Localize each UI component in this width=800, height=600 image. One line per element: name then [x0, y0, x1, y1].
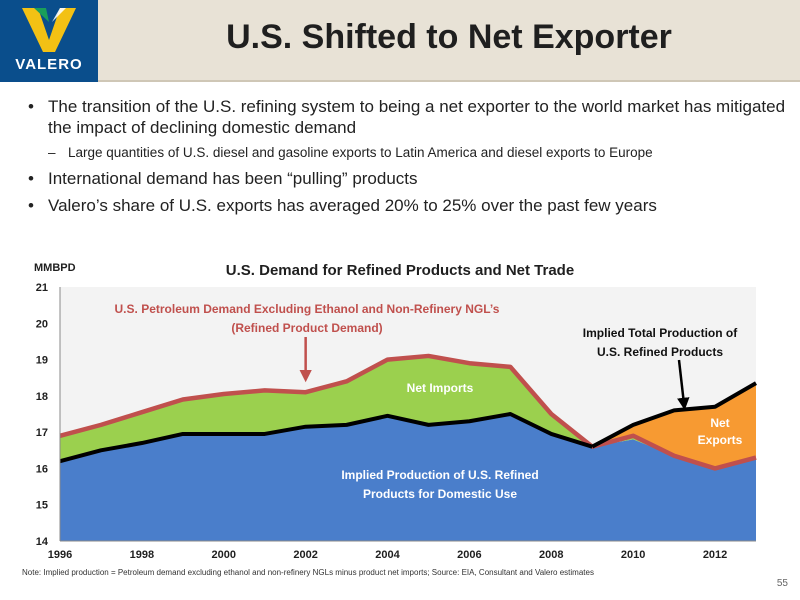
demand-annotation-line-2: (Refined Product Demand) [231, 321, 383, 335]
bullet-item: The transition of the U.S. refining syst… [28, 96, 788, 138]
total-production-line-2: U.S. Refined Products [596, 345, 724, 359]
x-tick-label: 1996 [48, 549, 72, 561]
x-tick-label: 2002 [293, 549, 317, 561]
y-tick-label: 21 [36, 282, 48, 294]
y-tick-label: 20 [36, 318, 48, 330]
valero-logo: VALERO [0, 0, 98, 82]
x-tick-label: 2004 [375, 549, 400, 561]
footnote: Note: Implied production = Petroleum dem… [22, 568, 594, 577]
x-tick-label: 2000 [212, 549, 236, 561]
production-line [59, 412, 593, 464]
valero-v-icon [22, 8, 76, 52]
total-production-line-1: Implied Total Production of [582, 326, 738, 340]
y-tick-label: 14 [36, 536, 49, 548]
page-number: 55 [776, 578, 788, 589]
x-tick-label: 2008 [539, 549, 563, 561]
x-tick-label: 1998 [130, 549, 154, 561]
demand-annotation: U.S. Petroleum Demand Excluding Ethanol … [72, 300, 542, 338]
y-axis-unit-label: MMBPD [34, 262, 76, 274]
header: VALERO U.S. Shifted to Net Exporter [0, 0, 800, 82]
x-tick-label: 2012 [703, 549, 727, 561]
chart-title: U.S. Demand for Refined Products and Net… [225, 262, 575, 279]
y-tick-label: 19 [36, 355, 48, 367]
y-tick-label: 18 [36, 391, 48, 403]
total-production-arrow [677, 359, 690, 411]
net-exports-area [592, 383, 756, 469]
net-exports-line-2: Exports [697, 433, 743, 447]
x-tick-label: 2006 [457, 549, 481, 561]
page-title: U.S. Shifted to Net Exporter [226, 18, 672, 56]
bullet-item: Valero’s share of U.S. exports has avera… [28, 195, 788, 216]
production-annotation: Implied Production of U.S. Refined Produ… [300, 466, 580, 504]
total-production-annotation: Implied Total Production of U.S. Refined… [560, 324, 760, 362]
title-divider [98, 80, 800, 82]
net-exports-line-1: Net [710, 416, 730, 430]
y-tick-label: 17 [36, 427, 48, 439]
demand-annotation-line-1: U.S. Petroleum Demand Excluding Ethanol … [114, 302, 500, 316]
demand-line [59, 353, 757, 471]
logo-text: VALERO [15, 56, 83, 73]
net-exports-label: Net Exports [685, 415, 755, 449]
y-tick-label: 15 [36, 500, 48, 512]
bullet-list: The transition of the U.S. refining syst… [28, 96, 788, 222]
production-line-1: Implied Production of U.S. Refined [341, 468, 539, 482]
production-area [60, 414, 756, 541]
bullet-item: International demand has been “pulling” … [28, 168, 788, 189]
total-production-line [591, 381, 757, 449]
production-line-2: Products for Domestic Use [362, 487, 518, 501]
x-tick-label: 2010 [621, 549, 645, 561]
y-tick-label: 16 [36, 463, 48, 475]
sub-bullet-item: Large quantities of U.S. diesel and gaso… [28, 144, 788, 162]
net-imports-label: Net Imports [406, 381, 474, 395]
